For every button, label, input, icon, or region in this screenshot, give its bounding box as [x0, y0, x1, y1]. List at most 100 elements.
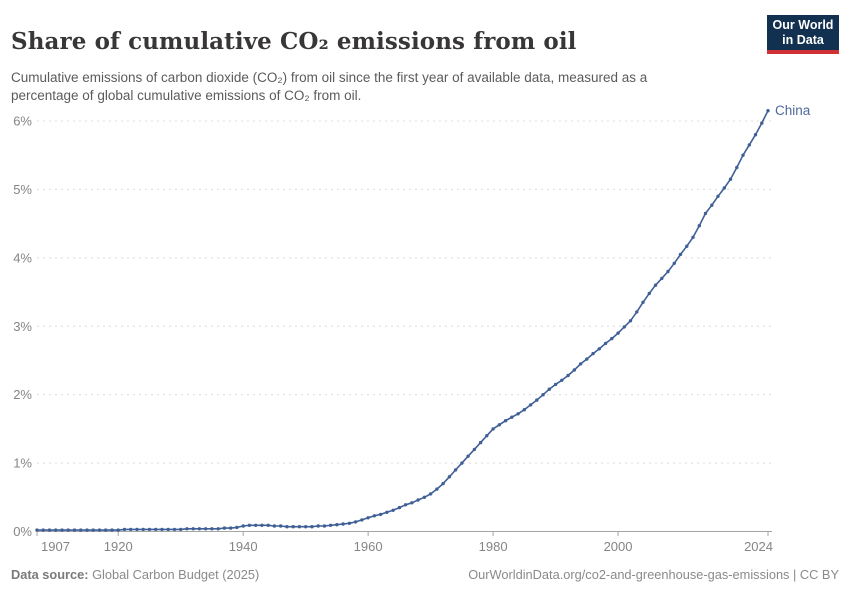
- data-point[interactable]: [497, 423, 501, 427]
- data-point[interactable]: [85, 528, 89, 532]
- data-point[interactable]: [135, 527, 139, 532]
- data-point[interactable]: [428, 492, 433, 496]
- data-point[interactable]: [528, 403, 533, 407]
- data-point[interactable]: [341, 522, 345, 526]
- data-point[interactable]: [60, 528, 64, 532]
- data-point[interactable]: [104, 528, 108, 532]
- data-point[interactable]: [410, 501, 414, 505]
- data-point[interactable]: [703, 211, 708, 216]
- data-point[interactable]: [322, 524, 327, 528]
- data-point[interactable]: [91, 528, 95, 532]
- data-point[interactable]: [585, 357, 589, 361]
- data-point[interactable]: [466, 454, 470, 458]
- data-point[interactable]: [741, 153, 745, 157]
- data-point[interactable]: [197, 527, 202, 531]
- data-point[interactable]: [297, 525, 302, 529]
- data-point[interactable]: [472, 447, 477, 452]
- data-point[interactable]: [191, 527, 195, 531]
- data-point[interactable]: [560, 378, 564, 382]
- data-point[interactable]: [441, 481, 445, 486]
- data-point[interactable]: [366, 516, 370, 520]
- data-point[interactable]: [328, 523, 333, 527]
- data-point[interactable]: [54, 528, 58, 532]
- data-point[interactable]: [122, 527, 127, 532]
- data-point[interactable]: [72, 528, 77, 532]
- data-point[interactable]: [347, 521, 352, 525]
- data-point[interactable]: [79, 528, 83, 532]
- data-point[interactable]: [597, 347, 601, 351]
- data-point[interactable]: [603, 341, 608, 346]
- data-point[interactable]: [653, 283, 658, 287]
- data-point[interactable]: [372, 514, 377, 518]
- data-point[interactable]: [254, 523, 258, 527]
- data-point[interactable]: [235, 525, 239, 530]
- data-point[interactable]: [491, 427, 495, 431]
- data-point[interactable]: [541, 393, 545, 397]
- data-point[interactable]: [241, 524, 245, 528]
- data-point[interactable]: [578, 362, 583, 366]
- data-point[interactable]: [160, 527, 164, 532]
- data-point[interactable]: [291, 525, 295, 529]
- data-point[interactable]: [672, 261, 676, 265]
- data-point[interactable]: [304, 525, 308, 529]
- data-point[interactable]: [628, 319, 633, 323]
- attribution-link[interactable]: OurWorldinData.org/co2-and-greenhouse-ga…: [468, 567, 839, 582]
- data-point[interactable]: [216, 527, 220, 531]
- data-point[interactable]: [660, 276, 664, 281]
- data-point[interactable]: [716, 194, 720, 198]
- data-point[interactable]: [260, 523, 264, 527]
- data-point[interactable]: [41, 528, 45, 532]
- data-point[interactable]: [460, 461, 464, 465]
- data-point[interactable]: [97, 528, 102, 532]
- data-point[interactable]: [154, 527, 158, 532]
- data-point[interactable]: [697, 224, 701, 228]
- data-point[interactable]: [572, 368, 576, 372]
- data-point[interactable]: [522, 408, 526, 412]
- data-point[interactable]: [666, 269, 670, 274]
- data-point[interactable]: [403, 503, 408, 507]
- data-point[interactable]: [110, 528, 114, 532]
- data-point[interactable]: [510, 415, 514, 419]
- data-point[interactable]: [422, 495, 427, 499]
- data-point[interactable]: [766, 109, 770, 113]
- data-point[interactable]: [204, 527, 208, 531]
- data-point[interactable]: [622, 325, 626, 329]
- data-point[interactable]: [385, 510, 389, 514]
- data-point[interactable]: [391, 508, 395, 512]
- data-point[interactable]: [141, 527, 145, 532]
- data-point[interactable]: [378, 512, 383, 517]
- data-point[interactable]: [566, 373, 570, 378]
- data-point[interactable]: [610, 336, 614, 341]
- data-point[interactable]: [229, 526, 233, 530]
- data-point[interactable]: [535, 398, 539, 402]
- data-point[interactable]: [210, 527, 214, 531]
- data-point[interactable]: [272, 524, 277, 528]
- data-point[interactable]: [353, 520, 358, 524]
- data-point[interactable]: [47, 528, 52, 532]
- data-point[interactable]: [678, 252, 683, 257]
- data-point[interactable]: [66, 528, 70, 532]
- china-series-line[interactable]: [36, 109, 769, 531]
- data-point[interactable]: [360, 518, 364, 522]
- data-point[interactable]: [760, 121, 764, 125]
- data-point[interactable]: [310, 525, 314, 529]
- data-point[interactable]: [647, 291, 651, 296]
- data-point[interactable]: [222, 526, 227, 530]
- data-point[interactable]: [116, 528, 120, 532]
- data-point[interactable]: [129, 527, 133, 532]
- data-point[interactable]: [335, 523, 339, 527]
- data-point[interactable]: [753, 133, 758, 137]
- data-point[interactable]: [478, 440, 483, 445]
- data-point[interactable]: [691, 235, 695, 239]
- data-point[interactable]: [147, 527, 152, 532]
- data-point[interactable]: [266, 523, 270, 527]
- data-point[interactable]: [485, 434, 489, 438]
- data-point[interactable]: [641, 300, 645, 304]
- data-point[interactable]: [710, 203, 714, 207]
- china-data-points[interactable]: [35, 109, 770, 532]
- entity-label-china[interactable]: China: [775, 103, 811, 118]
- data-point[interactable]: [179, 527, 183, 532]
- data-point[interactable]: [447, 475, 452, 479]
- data-point[interactable]: [166, 527, 170, 532]
- data-point[interactable]: [285, 525, 289, 529]
